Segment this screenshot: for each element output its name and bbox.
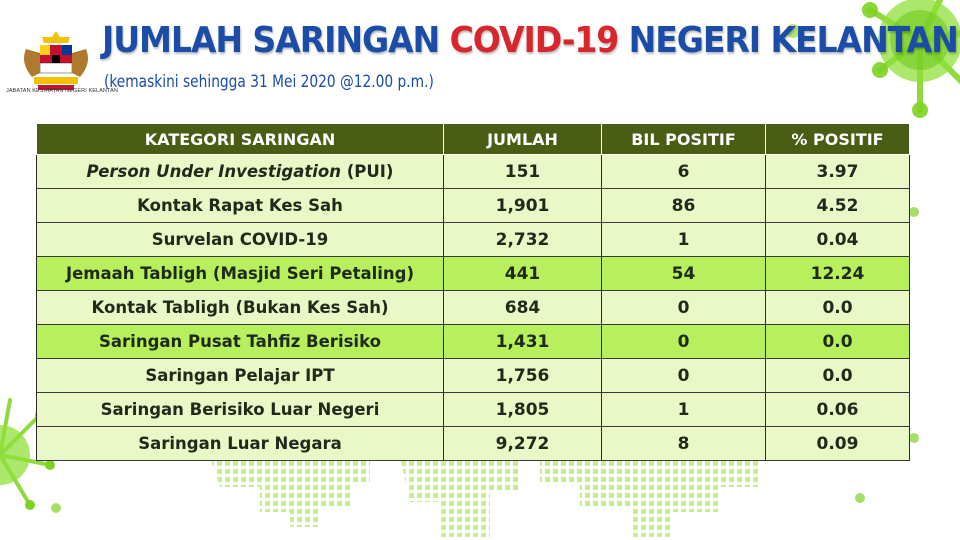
table-header-row: KATEGORI SARINGAN JUMLAH BIL POSITIF % P… xyxy=(36,123,910,155)
virus-icon-small-left xyxy=(51,503,61,513)
table-row: Survelan COVID-19 2,732 1 0.04 xyxy=(36,222,910,257)
table-row: Saringan Berisiko Luar Negeri 1,805 1 0.… xyxy=(36,392,910,427)
title-part-1: JUMLAH SARINGAN xyxy=(102,20,450,61)
cell-peratus: 12.24 xyxy=(765,256,910,291)
cell-jumlah: 1,805 xyxy=(443,392,602,427)
table-row: Kontak Rapat Kes Sah 1,901 86 4.52 xyxy=(36,188,910,223)
cell-peratus: 0.06 xyxy=(765,392,910,427)
page-subtitle: (kemaskini sehingga 31 Mei 2020 @12.00 p… xyxy=(104,72,434,92)
cell-jumlah: 9,272 xyxy=(443,426,602,461)
cell-peratus: 0.09 xyxy=(765,426,910,461)
world-map-dots xyxy=(210,457,760,537)
header-jumlah: JUMLAH xyxy=(443,123,602,155)
table-row: Person Under Investigation (PUI) 151 6 3… xyxy=(36,154,910,189)
cell-positif: 86 xyxy=(601,188,766,223)
cell-positif: 1 xyxy=(601,222,766,257)
screening-table: KATEGORI SARINGAN JUMLAH BIL POSITIF % P… xyxy=(36,123,910,461)
table-row: Kontak Tabligh (Bukan Kes Sah) 684 0 0.0 xyxy=(36,290,910,325)
cell-peratus: 0.0 xyxy=(765,324,910,359)
header-kategori: KATEGORI SARINGAN xyxy=(36,123,444,155)
page-title: JUMLAH SARINGAN COVID-19 NEGERI KELANTAN xyxy=(102,20,959,61)
cell-positif: 0 xyxy=(601,324,766,359)
cell-positif: 0 xyxy=(601,290,766,325)
title-highlight: COVID-19 xyxy=(449,20,620,61)
cell-peratus: 0.04 xyxy=(765,222,910,257)
logo-caption: JABATAN KESIHATAN NEGERI KELANTAN xyxy=(6,88,118,94)
cell-category-italic: Person Under Investigation xyxy=(86,162,341,181)
cell-category: Saringan Berisiko Luar Negeri xyxy=(36,392,444,427)
cell-category: Kontak Rapat Kes Sah xyxy=(36,188,444,223)
cell-category: Kontak Tabligh (Bukan Kes Sah) xyxy=(36,290,444,325)
coat-of-arms-logo xyxy=(24,31,88,90)
cell-jumlah: 2,732 xyxy=(443,222,602,257)
cell-peratus: 3.97 xyxy=(765,154,910,189)
cell-jumlah: 1,901 xyxy=(443,188,602,223)
cell-jumlah: 441 xyxy=(443,256,602,291)
cell-category: Survelan COVID-19 xyxy=(36,222,444,257)
cell-peratus: 0.0 xyxy=(765,290,910,325)
virus-icon-small-top xyxy=(786,24,800,38)
table-row: Saringan Pusat Tahfiz Berisiko 1,431 0 0… xyxy=(36,324,910,359)
cell-category: Jemaah Tabligh (Masjid Seri Petaling) xyxy=(36,256,444,291)
cell-positif: 54 xyxy=(601,256,766,291)
cell-category: Saringan Luar Negara xyxy=(36,426,444,461)
virus-icon-top-right xyxy=(862,0,960,118)
cell-positif: 1 xyxy=(601,392,766,427)
cell-category: Saringan Pelajar IPT xyxy=(36,358,444,393)
cell-positif: 6 xyxy=(601,154,766,189)
cell-jumlah: 151 xyxy=(443,154,602,189)
table-row: Saringan Luar Negara 9,272 8 0.09 xyxy=(36,426,910,461)
cell-jumlah: 1,431 xyxy=(443,324,602,359)
header-peratus-positif: % POSITIF xyxy=(765,123,910,155)
virus-icon-small-bottom xyxy=(855,493,865,503)
table-row: Jemaah Tabligh (Masjid Seri Petaling) 44… xyxy=(36,256,910,291)
header-bil-positif: BIL POSITIF xyxy=(601,123,766,155)
cell-peratus: 0.0 xyxy=(765,358,910,393)
virus-icon-small-right-2 xyxy=(909,433,919,443)
cell-category: Person Under Investigation (PUI) xyxy=(36,154,444,189)
cell-category-text: (PUI) xyxy=(340,162,394,181)
cell-positif: 8 xyxy=(601,426,766,461)
table-row: Saringan Pelajar IPT 1,756 0 0.0 xyxy=(36,358,910,393)
cell-peratus: 4.52 xyxy=(765,188,910,223)
cell-positif: 0 xyxy=(601,358,766,393)
cell-category: Saringan Pusat Tahfiz Berisiko xyxy=(36,324,444,359)
virus-icon-small-right xyxy=(909,207,919,217)
cell-jumlah: 684 xyxy=(443,290,602,325)
cell-jumlah: 1,756 xyxy=(443,358,602,393)
title-part-2: NEGERI KELANTAN xyxy=(618,20,959,61)
